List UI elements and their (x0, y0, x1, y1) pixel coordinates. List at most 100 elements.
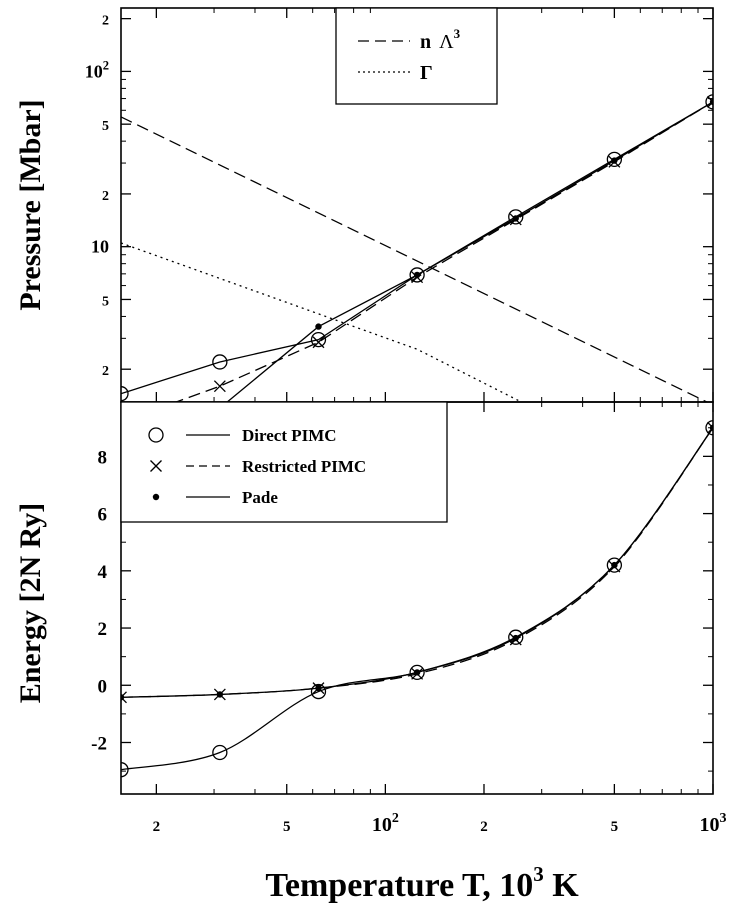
bottom-point-2-0 (121, 694, 125, 701)
bottom-xtick-label-2: 102 (372, 811, 399, 836)
bottom-xtick-label-1: 5 (283, 819, 291, 835)
pressure-axis-title: Pressure [Mbar] (14, 99, 47, 310)
top-point-1-6-a (707, 95, 713, 103)
bottom-xtick-label-2-sup: 2 (392, 811, 399, 826)
bottom-xtick-label-5-main: 10 (700, 814, 720, 836)
bottom-point-0-4 (508, 629, 524, 645)
bottom-legend-marker-1 (150, 460, 162, 472)
bottom-ytick-label-4-main: 6 (98, 505, 108, 526)
bottom-ytick-label-1-main: 0 (98, 676, 108, 697)
bottom-ytick-label-5: 8 (98, 447, 108, 468)
top-series-line-1 (174, 101, 713, 402)
bottom-legend: Direct PIMC Restricted PIMC Pade (120, 401, 448, 523)
top-legend-label-0-sup: 3 (454, 26, 461, 41)
top-series-group (121, 94, 713, 402)
bottom-xtick-label-4: 5 (611, 819, 619, 835)
bottom-xtick-label-4-main: 5 (611, 819, 619, 835)
bottom-xtick-label-5-sup: 3 (720, 811, 727, 826)
bottom-legend-marker-2 (152, 493, 160, 501)
top-ytick-label-1-main: 5 (102, 294, 109, 309)
top-ytick-label-3-main: 2 (102, 189, 109, 204)
top-point-2-3 (413, 271, 421, 279)
top-point-0-3 (409, 267, 425, 283)
bottom-ytick-label-2: 2 (98, 619, 108, 640)
top-ytick-label-6: 2 (102, 14, 109, 29)
top-legend: n Λ3 Γ (335, 7, 498, 105)
bottom-legend-box (120, 401, 448, 523)
top-point-0-4 (508, 209, 524, 225)
top-ytick-label-3: 2 (102, 189, 109, 204)
top-series-line-3 (121, 116, 709, 402)
top-ytick-label-2: 10 (91, 237, 109, 257)
bottom-legend-label-1: Restricted PIMC (242, 457, 366, 476)
top-ytick-label-1: 5 (102, 294, 109, 309)
top-legend-label-1: Γ (420, 62, 433, 84)
top-legend-label-1-a: Γ (420, 62, 433, 84)
bottom-point-2-1 (216, 691, 224, 698)
top-point-0-6 (705, 94, 713, 110)
bottom-point-1-6-b (707, 426, 713, 434)
top-legend-label-0: n Λ3 (420, 26, 461, 53)
temperature-axis-title-main: Temperature T, 10 (265, 867, 533, 904)
top-point-0-1 (212, 354, 228, 370)
bottom-legend-marker-1-b (150, 460, 162, 472)
top-ytick-label-5-main: 10 (85, 61, 103, 81)
top-ytick-label-4-main: 5 (102, 119, 109, 134)
top-point-1-2-b (312, 336, 325, 349)
bottom-point-1-0-b (121, 691, 127, 699)
top-legend-label-0-b: Λ (439, 31, 454, 53)
bottom-ytick-label-0: -2 (91, 733, 107, 754)
bottom-point-1-6 (707, 421, 713, 434)
top-ytick-label-5-sup: 2 (103, 58, 109, 72)
energy-axis-title: Energy [2N Ry] (14, 503, 47, 704)
bottom-xtick-label-0-main: 2 (153, 819, 161, 835)
bottom-xtick-label-2-main: 10 (372, 814, 392, 836)
bottom-point-1-0 (121, 691, 127, 704)
bottom-legend-label-2: Pade (242, 488, 278, 507)
top-ytick-label-5: 102 (85, 58, 109, 81)
bottom-point-0-2 (310, 683, 327, 700)
top-legend-label-0-a: n (420, 31, 431, 53)
top-series-line-0 (121, 101, 713, 395)
bottom-ytick-label-0-main: -2 (91, 733, 107, 754)
top-point-2-2 (315, 323, 322, 330)
top-point-0-5 (606, 151, 623, 167)
bottom-point-1-0-a (121, 696, 127, 704)
temperature-axis-title-sup: 3 (533, 862, 544, 886)
temperature-axis-title: Temperature T, 103 K (265, 862, 579, 904)
top-point-0-2 (310, 331, 327, 348)
bottom-point-2-2 (315, 684, 322, 692)
top-legend-box (335, 7, 498, 105)
temperature-axis-title-tail: K (544, 867, 580, 904)
bottom-point-2-3 (413, 669, 421, 676)
top-point-2-5 (611, 157, 618, 164)
bottom-series-group (121, 420, 713, 778)
bottom-point-0-0 (121, 762, 129, 778)
top-point-1-2 (312, 336, 325, 349)
top-point-0-0 (121, 386, 129, 402)
bottom-xtick-label-1-main: 5 (283, 819, 291, 835)
bottom-point-2-5 (611, 561, 618, 569)
bottom-ytick-label-3-main: 4 (98, 562, 108, 583)
bottom-series-line-2 (121, 427, 713, 698)
bottom-ytick-label-2-main: 2 (98, 619, 108, 640)
top-point-2-4 (512, 215, 519, 222)
top-ytick-label-0-main: 2 (102, 364, 109, 379)
bottom-ytick-label-5-main: 8 (98, 447, 108, 468)
bottom-point-0-1 (212, 744, 228, 761)
bottom-ytick-label-4: 6 (98, 505, 108, 526)
bottom-xtick-label-3-main: 2 (480, 819, 488, 835)
top-ytick-label-6-main: 2 (102, 14, 109, 29)
bottom-point-0-6 (705, 420, 713, 436)
top-ytick-label-0: 2 (102, 364, 109, 379)
bottom-point-2-4 (512, 634, 519, 642)
bottom-ytick-label-3: 4 (98, 562, 108, 583)
top-ytick-label-4: 5 (102, 119, 109, 134)
top-series-line-4 (121, 242, 523, 402)
top-point-1-1-b (213, 380, 226, 393)
top-point-1-1 (213, 380, 226, 393)
top-point-1-6-b (707, 100, 713, 108)
